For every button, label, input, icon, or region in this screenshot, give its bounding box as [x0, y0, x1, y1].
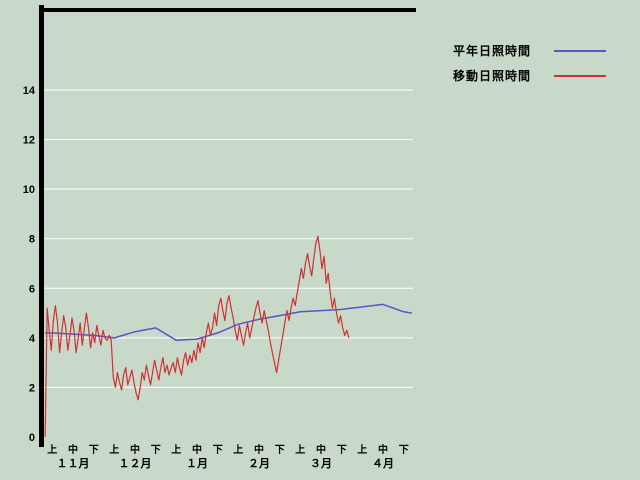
legend-line-blue	[554, 49, 606, 52]
x-axis-period-label: 中	[192, 443, 202, 456]
y-axis-tick-label: 6	[29, 283, 35, 295]
legend-label-moving: 移動日照時間	[453, 69, 532, 83]
x-axis-month-label: １２月	[119, 457, 152, 470]
x-axis-month-label: １１月	[57, 457, 90, 470]
x-axis-period-label: 下	[275, 444, 285, 456]
x-axis-period-label: 上	[47, 443, 57, 456]
top-border-line	[39, 8, 416, 12]
x-axis-period-label: 上	[295, 443, 305, 456]
legend-line-red	[554, 74, 606, 77]
legend-label-normal-year: 平年日照時間	[453, 44, 532, 58]
y-axis-tick-label: 4	[29, 333, 36, 345]
x-axis-month-label: １月	[186, 457, 208, 470]
x-axis-period-label: 中	[68, 443, 78, 456]
x-axis-period-label: 下	[337, 444, 347, 456]
x-axis-period-label: 上	[233, 443, 243, 456]
series-line-1	[44, 235, 350, 438]
y-axis-tick-label: 0	[29, 432, 35, 444]
y-axis-tick-label: 2	[29, 382, 35, 394]
x-axis-period-label: 上	[171, 443, 181, 456]
x-axis-period-label: 中	[254, 443, 264, 456]
x-axis-period-label: 上	[109, 443, 119, 456]
x-axis-period-label: 中	[378, 443, 388, 456]
y-axis-line	[39, 5, 44, 447]
x-axis-period-label: 上	[357, 443, 367, 456]
x-axis-month-label: ４月	[372, 457, 394, 470]
y-axis-tick-label: 14	[23, 85, 36, 97]
y-axis-tick-label: 12	[23, 135, 35, 147]
legend: 平年日照時間 移動日照時間	[453, 38, 606, 88]
series-line-0	[45, 303, 413, 342]
y-axis-tick-label: 10	[23, 184, 35, 196]
x-axis-period-label: 下	[213, 444, 223, 456]
x-axis-month-label: ３月	[310, 457, 332, 470]
x-axis-period-label: 下	[89, 444, 99, 456]
y-axis-tick-label: 8	[29, 234, 35, 246]
x-axis-period-label: 中	[130, 443, 140, 456]
legend-item-normal-year: 平年日照時間	[453, 38, 606, 63]
legend-item-moving: 移動日照時間	[453, 63, 606, 88]
x-axis-period-label: 中	[316, 443, 326, 456]
x-axis-period-label: 下	[151, 444, 161, 456]
x-axis-month-label: ２月	[248, 457, 270, 470]
x-axis-period-label: 下	[399, 444, 409, 456]
